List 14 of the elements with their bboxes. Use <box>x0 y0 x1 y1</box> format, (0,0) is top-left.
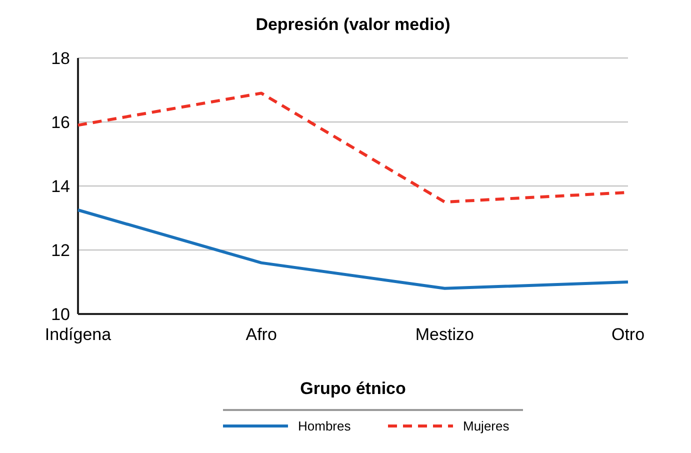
y-tick-label: 14 <box>51 176 70 196</box>
y-tick-label: 16 <box>51 112 70 132</box>
x-tick-label: Otro <box>611 325 645 344</box>
x-tick-label: Afro <box>246 325 277 344</box>
x-tick-label: Mestizo <box>415 325 474 344</box>
line-series <box>76 208 630 290</box>
x-tick-label: Indígena <box>44 325 112 344</box>
y-tick-label: 10 <box>51 304 70 324</box>
y-tick-label: 12 <box>51 240 70 260</box>
chart-title: Depresión (valor medio) <box>256 15 450 34</box>
y-tick-label: 18 <box>51 48 70 68</box>
legend-label: Mujeres <box>463 418 510 434</box>
x-axis-title: Grupo étnico <box>300 379 406 398</box>
legend-label: Hombres <box>298 418 352 434</box>
